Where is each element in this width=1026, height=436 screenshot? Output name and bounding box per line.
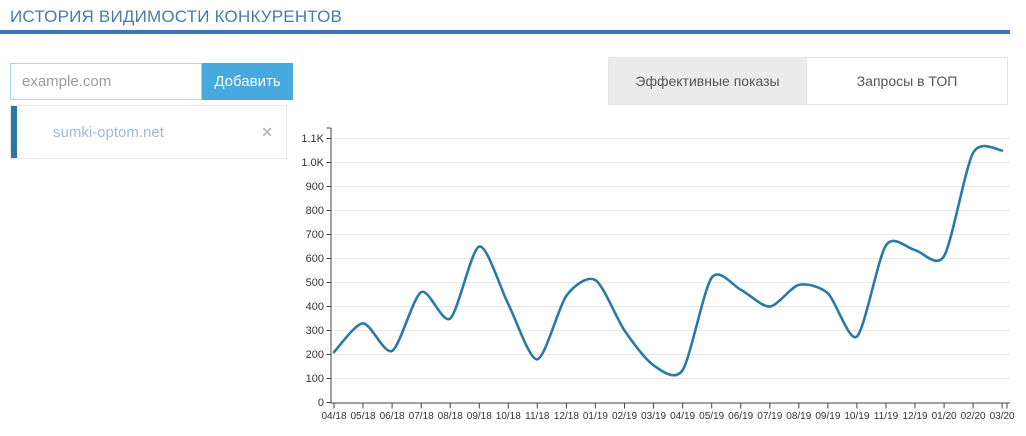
tab-effective-impressions-label: Эффективные показы [635, 73, 780, 89]
svg-text:11/19: 11/19 [874, 411, 899, 422]
svg-text:05/18: 05/18 [350, 411, 375, 422]
svg-text:05/19: 05/19 [699, 411, 724, 422]
svg-text:600: 600 [306, 253, 324, 265]
svg-text:09/18: 09/18 [467, 411, 492, 422]
svg-text:800: 800 [306, 205, 324, 217]
svg-text:500: 500 [306, 277, 324, 289]
competitor-accent-bar [11, 106, 17, 158]
competitor-domain-label: sumki-optom.net [53, 123, 164, 141]
svg-text:02/19: 02/19 [612, 411, 637, 422]
svg-text:01/19: 01/19 [583, 411, 608, 422]
add-domain-button[interactable]: Добавить [202, 63, 293, 100]
svg-text:12/18: 12/18 [554, 411, 579, 422]
svg-text:1.0K: 1.0K [301, 157, 324, 169]
svg-text:08/18: 08/18 [438, 411, 463, 422]
svg-text:900: 900 [306, 181, 324, 193]
svg-text:1.1K: 1.1K [301, 133, 324, 145]
svg-text:06/19: 06/19 [728, 411, 753, 422]
header-underline [0, 30, 1010, 34]
tab-queries-in-top[interactable]: Запросы в ТОП [806, 57, 1008, 105]
tab-queries-in-top-label: Запросы в ТОП [856, 73, 958, 89]
svg-text:11/18: 11/18 [525, 411, 550, 422]
svg-text:200: 200 [306, 349, 324, 361]
svg-text:01/20: 01/20 [932, 411, 957, 422]
svg-text:03/19: 03/19 [641, 411, 666, 422]
svg-text:07/19: 07/19 [757, 411, 782, 422]
svg-text:08/19: 08/19 [786, 411, 811, 422]
svg-text:04/18: 04/18 [321, 411, 346, 422]
svg-text:09/19: 09/19 [815, 411, 840, 422]
svg-text:06/18: 06/18 [380, 411, 405, 422]
svg-text:03/20: 03/20 [990, 411, 1015, 422]
svg-text:10/19: 10/19 [844, 411, 869, 422]
svg-text:02/20: 02/20 [961, 411, 986, 422]
svg-text:10/18: 10/18 [496, 411, 521, 422]
tab-effective-impressions[interactable]: Эффективные показы [608, 57, 807, 105]
svg-text:04/19: 04/19 [670, 411, 695, 422]
svg-text:400: 400 [306, 301, 324, 313]
domain-input[interactable] [10, 63, 202, 100]
visibility-chart: 0 100 200 300 400 500 600 700 800 900 1.0K 1.1K 04/1… [301, 127, 1015, 422]
svg-text:700: 700 [306, 229, 324, 241]
svg-text:300: 300 [306, 325, 324, 337]
remove-competitor-icon[interactable]: ✕ [261, 124, 273, 140]
competitor-card: sumki-optom.net ✕ [10, 105, 287, 159]
svg-text:0: 0 [318, 397, 324, 409]
page-title: ИСТОРИЯ ВИДИМОСТИ КОНКУРЕНТОВ [10, 7, 343, 26]
svg-text:12/19: 12/19 [902, 411, 927, 422]
svg-text:100: 100 [306, 373, 324, 385]
svg-text:07/18: 07/18 [409, 411, 434, 422]
